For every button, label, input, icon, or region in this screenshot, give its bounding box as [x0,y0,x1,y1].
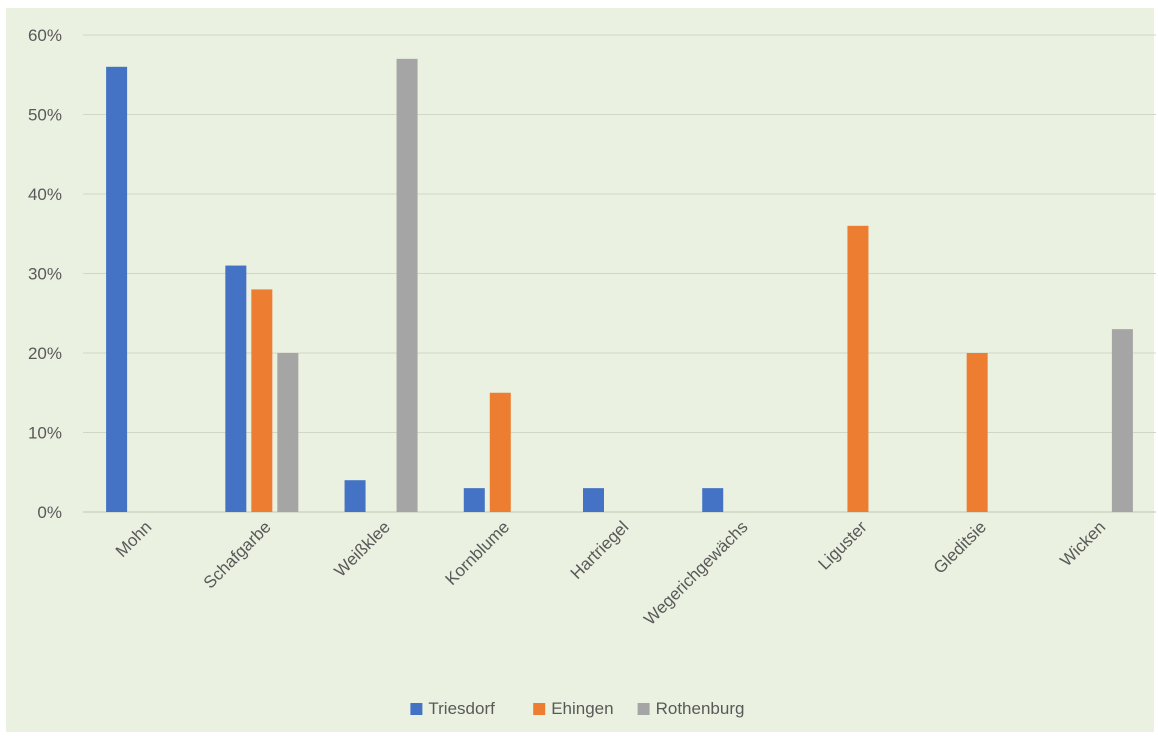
x-tick-label: Hartriegel [567,517,633,583]
x-tick-label: Schafgarbe [200,517,275,592]
y-tick-label: 30% [28,265,62,284]
x-tick-label: Gleditsie [930,517,990,577]
bar-rothenburg-wicken [1111,329,1133,512]
legend-label: Rothenburg [656,699,745,718]
y-tick-label: 20% [28,344,62,363]
legend-swatch [637,703,650,715]
y-tick-label: 10% [28,424,62,443]
x-tick-label: Weißklee [331,517,394,580]
bar-ehingen-gleditsie [966,353,988,512]
x-tick-label: Wicken [1056,517,1109,570]
bar-rothenburg-weißklee [396,58,418,512]
x-tick-label: Liguster [815,517,871,573]
bar-ehingen-liguster [847,225,869,513]
x-tick-label: Mohn [112,517,156,561]
chart-area [6,8,1154,732]
bar-triesdorf-mohn [106,66,128,513]
bar-triesdorf-wegerichgewächs [702,488,724,512]
y-tick-label: 40% [28,185,62,204]
legend-swatch [410,703,423,715]
y-tick-label: 0% [37,503,62,522]
bar-rothenburg-schafgarbe [277,353,299,512]
bar-triesdorf-hartriegel [583,488,604,512]
legend-label: Triesdorf [428,699,495,718]
bar-triesdorf-schafgarbe [225,265,247,512]
legend-swatch [533,703,546,715]
bar-ehingen-kornblume [489,392,511,512]
legend-label: Ehingen [551,699,613,718]
bar-ehingen-schafgarbe [251,289,273,512]
y-tick-label: 60% [28,26,62,45]
x-tick-label: Kornblume [442,517,514,589]
bar-triesdorf-weißklee [344,480,366,512]
bar-triesdorf-kornblume [463,488,485,512]
x-tick-label: Wegerichgewächs [640,517,751,628]
y-tick-label: 50% [28,106,62,125]
